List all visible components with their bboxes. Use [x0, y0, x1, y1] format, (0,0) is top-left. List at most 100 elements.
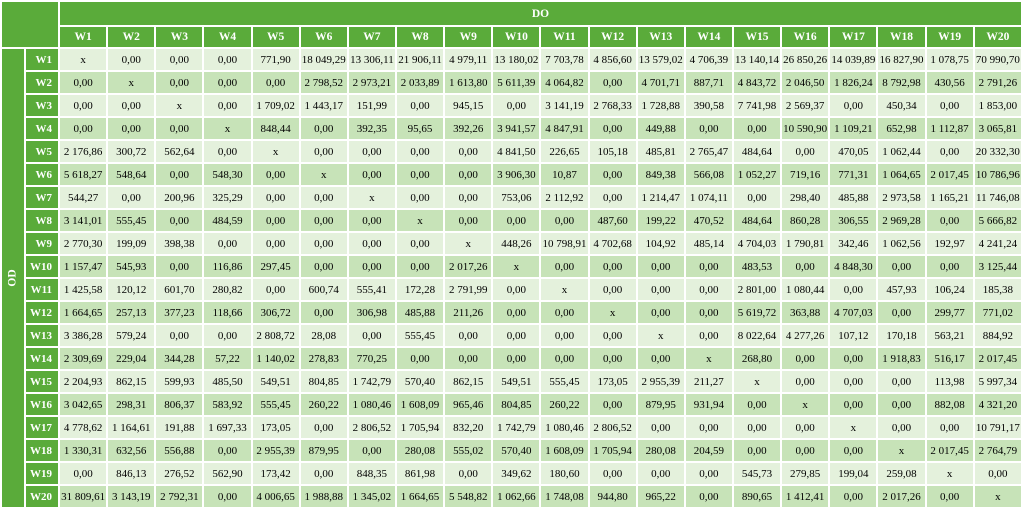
table-cell: 172,28: [396, 279, 444, 300]
table-cell: 0,00: [541, 210, 588, 231]
table-cell: 562,64: [156, 141, 203, 162]
table-cell: 95,65: [396, 118, 444, 139]
table-cell: 0,00: [493, 95, 540, 116]
table-cell: 549,51: [252, 371, 299, 392]
table-cell: 3 141,01: [60, 210, 107, 231]
table-cell: 583,92: [204, 394, 251, 415]
table-cell: 0,00: [541, 325, 588, 346]
table-cell: 2 046,50: [782, 72, 829, 93]
table-cell: 11 746,08: [974, 187, 1021, 208]
table-cell: 2 112,92: [541, 187, 588, 208]
table-cell: 0,00: [204, 440, 251, 461]
table-cell: 173,05: [252, 417, 299, 438]
table-row: OD W1 x 0,00 0,00 0,00 771,90 18 049,29 13 306,1…: [2, 49, 1021, 507]
table-cell: 325,29: [204, 187, 251, 208]
table-cell: 450,34: [878, 95, 925, 116]
table-cell: 1 705,94: [589, 440, 636, 461]
table-cell: 2 806,52: [589, 417, 636, 438]
table-cell: 555,45: [541, 371, 588, 392]
column-header-w15: W15: [733, 27, 781, 47]
table-cell: 0,00: [733, 394, 781, 415]
table-cell: 199,04: [830, 463, 877, 484]
table-cell: 0,00: [589, 394, 636, 415]
table-cell: 392,26: [445, 118, 492, 139]
table-cell: 279,85: [782, 463, 829, 484]
table-cell: 8 792,98: [878, 72, 925, 93]
table-cell: 2 969,28: [878, 210, 925, 231]
table-cell: 0,00: [685, 279, 732, 300]
table-cell: 484,59: [204, 210, 251, 231]
table-row: W7 544,27 0,00 200,96 325,29 0,00 0,00 x 0,00 0,0…: [2, 187, 1021, 208]
table-cell: 5 548,82: [445, 486, 492, 507]
table-cell: 20 332,30: [974, 141, 1021, 162]
table-corner: [2, 2, 58, 47]
table-row: W4 0,00 0,00 0,00 x 848,44 0,00 392,35 95,65 392,…: [2, 118, 1021, 139]
table-cell: 0,00: [782, 440, 829, 461]
table-cell: 0,00: [348, 141, 395, 162]
table-cell: 0,00: [252, 164, 299, 185]
table-cell: 0,00: [60, 72, 107, 93]
table-cell: 4 841,50: [493, 141, 540, 162]
table-cell: 0,00: [204, 233, 251, 254]
table-cell: 449,88: [637, 118, 684, 139]
table-cell: 860,28: [782, 210, 829, 231]
table-cell: 862,15: [445, 371, 492, 392]
table-cell: 862,15: [108, 371, 155, 392]
table-cell: 0,00: [878, 371, 925, 392]
table-cell: 0,00: [926, 256, 973, 277]
table-cell: 3 065,81: [974, 118, 1021, 139]
table-cell: 2 801,00: [733, 279, 781, 300]
table-cell: 0,00: [685, 302, 732, 323]
table-cell: 57,22: [204, 348, 251, 369]
table-row: W3 0,00 0,00 x 0,00 1 709,02 1 443,17 151,99 0,0…: [2, 95, 1021, 116]
row-header-w11: W11: [26, 279, 58, 300]
table-cell: 1 064,65: [878, 164, 925, 185]
table-cell: 211,26: [445, 302, 492, 323]
table-cell: x: [878, 440, 925, 461]
table-cell: 884,92: [974, 325, 1021, 346]
table-cell: 0,00: [733, 440, 781, 461]
table-cell: 0,00: [637, 302, 684, 323]
table-cell: 0,00: [926, 417, 973, 438]
column-header-w9: W9: [445, 27, 492, 47]
table-cell: 392,35: [348, 118, 395, 139]
table-cell: 4 848,30: [830, 256, 877, 277]
table-cell: 804,85: [493, 394, 540, 415]
table-cell: 0,00: [156, 325, 203, 346]
table-cell: 344,28: [156, 348, 203, 369]
table-cell: x: [830, 417, 877, 438]
table-cell: 931,94: [685, 394, 732, 415]
table-cell: 0,00: [108, 118, 155, 139]
table-cell: 7 741,98: [733, 95, 781, 116]
table-cell: 516,17: [926, 348, 973, 369]
table-row: W15 2 204,93 862,15 599,93 485,50 549,51 804,8…: [2, 371, 1021, 392]
table-cell: 1 330,31: [60, 440, 107, 461]
table-row: W6 5 618,27 548,64 0,00 548,30 0,00 x 0,00 0,00 0…: [2, 164, 1021, 185]
column-header-row: W1 W2 W3 W4 W5 W6 W7 W8 W9 W10 W11 W12 W13 W14 W15 W16 W…: [2, 27, 1021, 47]
table-cell: 2 973,58: [878, 187, 925, 208]
table-cell: 0,00: [685, 118, 732, 139]
table-cell: 566,08: [685, 164, 732, 185]
table-cell: 0,00: [685, 463, 732, 484]
table-cell: 363,88: [782, 302, 829, 323]
table-cell: 278,83: [300, 348, 347, 369]
table-cell: 0,00: [60, 118, 107, 139]
table-cell: 0,00: [733, 417, 781, 438]
table-cell: 0,00: [733, 187, 781, 208]
table-cell: 0,00: [348, 256, 395, 277]
table-cell: 260,22: [541, 394, 588, 415]
table-cell: 2 764,79: [974, 440, 1021, 461]
table-cell: 0,00: [156, 210, 203, 231]
table-cell: 1 742,79: [348, 371, 395, 392]
table-cell: 2 791,26: [974, 72, 1021, 93]
table-cell: 4 006,65: [252, 486, 299, 507]
column-header-w17: W17: [830, 27, 877, 47]
table-cell: 306,72: [252, 302, 299, 323]
table-cell: 1 080,46: [348, 394, 395, 415]
table-cell: 280,08: [637, 440, 684, 461]
table-cell: 0,00: [878, 394, 925, 415]
table-cell: 4 702,68: [589, 233, 636, 254]
column-header-w3: W3: [156, 27, 203, 47]
table-cell: 298,31: [108, 394, 155, 415]
table-cell: 0,00: [830, 279, 877, 300]
